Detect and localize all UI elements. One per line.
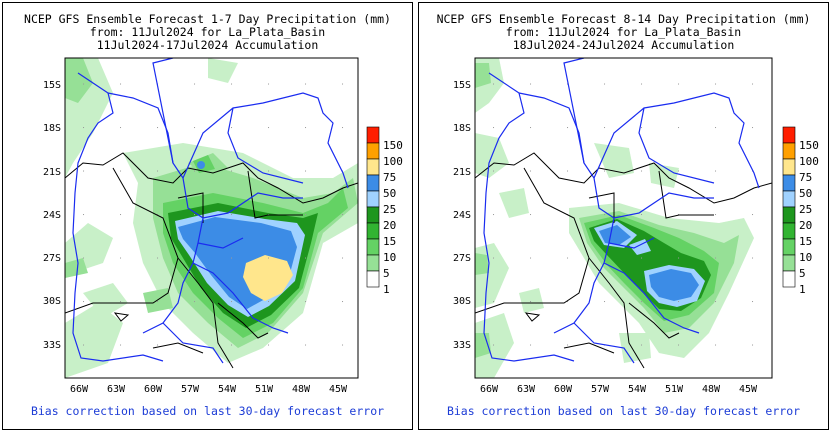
colorbar-label: 75	[799, 171, 812, 184]
country-borders	[65, 152, 358, 369]
colorbar-swatch-75	[782, 158, 796, 176]
panel-subtitle-run: from: 11Jul2024 for La_Plata_Basin	[505, 25, 742, 39]
lat-label: 18S	[43, 123, 61, 134]
lat-label: 21S	[453, 167, 471, 178]
bias-correction-note: Bias correction based on last 30-day for…	[30, 404, 385, 418]
forecast-panel-days-8-14: NCEP GFS Ensemble Forecast 8-14 Day Prec…	[418, 2, 829, 430]
lon-label: 48W	[292, 384, 311, 395]
latitude-axis: 15S 18S 21S 24S 27S 30S 33S	[453, 80, 471, 351]
rivers	[72, 58, 349, 364]
colorbar-swatch-10	[782, 238, 796, 256]
colorbar-label: 100	[383, 155, 403, 168]
lat-label: 24S	[43, 210, 61, 221]
colorbar-label: 1	[383, 283, 390, 296]
panel-title: NCEP GFS Ensemble Forecast 1-7 Day Preci…	[24, 12, 391, 26]
precipitation-map-days-1-7: 15S 18S 21S 24S 27S 30S 33S 66W 63W 60W …	[43, 57, 403, 395]
lon-label: 45W	[739, 384, 758, 395]
lat-label: 33S	[453, 340, 471, 351]
colorbar-swatch-15	[782, 222, 796, 240]
colorbar-label: 50	[383, 187, 396, 200]
lat-label: 30S	[43, 296, 61, 307]
latitude-axis: 15S 18S 21S 24S 27S 30S 33S	[43, 80, 61, 351]
colorbar-swatch-10	[366, 238, 380, 256]
colorbar-swatch-25	[782, 190, 796, 208]
lon-label: 60W	[554, 384, 573, 395]
colorbar-label: 150	[799, 139, 819, 152]
colorbar-label: 10	[799, 251, 812, 264]
colorbar-swatch-20	[782, 206, 796, 224]
lon-label: 57W	[181, 384, 200, 395]
colorbar-swatch-25	[366, 190, 380, 208]
colorbar-label: 50	[799, 187, 812, 200]
lon-label: 54W	[218, 384, 237, 395]
longitude-axis: 66W 63W 60W 57W 54W 51W 48W 45W	[70, 384, 348, 395]
colorbar-label: 25	[383, 203, 396, 216]
lon-label: 48W	[702, 384, 721, 395]
colorbar-swatch-50	[782, 174, 796, 192]
lon-label: 57W	[591, 384, 610, 395]
lon-label: 51W	[255, 384, 274, 395]
colorbar-label: 100	[799, 155, 819, 168]
lon-label: 63W	[107, 384, 126, 395]
lon-label: 60W	[144, 384, 163, 395]
colorbar-label: 5	[799, 267, 806, 280]
panel-subtitle-run: from: 11Jul2024 for La_Plata_Basin	[89, 25, 326, 39]
lat-label: 27S	[43, 253, 61, 264]
lat-label: 30S	[453, 296, 471, 307]
colorbar-label: 1	[799, 283, 806, 296]
colorbar-swatch-100	[782, 142, 796, 160]
colorbar: 150 100 75 50 25 20 15 10 5 1	[366, 126, 403, 296]
lat-label: 21S	[43, 167, 61, 178]
map-frame	[64, 57, 359, 379]
colorbar-swatch-5	[366, 254, 380, 272]
lat-label: 15S	[43, 80, 61, 91]
lat-label: 18S	[453, 123, 471, 134]
colorbar: 150 100 75 50 25 20 15 10 5 1	[782, 126, 819, 296]
colorbar-label: 150	[383, 139, 403, 152]
colorbar-swatch-150	[782, 126, 796, 144]
panel-title: NCEP GFS Ensemble Forecast 8-14 Day Prec…	[436, 12, 811, 26]
colorbar-swatch-100	[366, 142, 380, 160]
colorbar-swatch-50	[366, 174, 380, 192]
lat-label: 24S	[453, 210, 471, 221]
panel-subtitle-period: 11Jul2024-17Jul2024 Accumulation	[96, 38, 319, 52]
lat-lon-grid	[65, 58, 358, 378]
colorbar-label: 15	[383, 235, 396, 248]
colorbar-label: 75	[383, 171, 396, 184]
lon-label: 54W	[628, 384, 647, 395]
colorbar-label: 10	[383, 251, 396, 264]
longitude-axis: 66W 63W 60W 57W 54W 51W 48W 45W	[480, 384, 758, 395]
colorbar-label: 20	[799, 219, 812, 232]
precipitation-map-days-8-14: 15S 18S 21S 24S 27S 30S 33S 66W 63W 60W …	[453, 57, 819, 395]
colorbar-swatch-150	[366, 126, 380, 144]
country-borders	[475, 152, 772, 369]
lat-label: 33S	[43, 340, 61, 351]
lat-lon-grid	[475, 58, 772, 378]
lat-label: 15S	[453, 80, 471, 91]
lon-label: 66W	[480, 384, 499, 395]
colorbar-label: 20	[383, 219, 396, 232]
rivers	[483, 58, 760, 364]
lon-label: 45W	[329, 384, 348, 395]
lon-label: 51W	[665, 384, 684, 395]
map-frame	[474, 57, 773, 379]
lat-label: 27S	[453, 253, 471, 264]
colorbar-swatch-75	[366, 158, 380, 176]
colorbar-swatch-5	[782, 254, 796, 272]
colorbar-swatch-20	[366, 206, 380, 224]
colorbar-swatch-1	[782, 270, 796, 288]
colorbar-swatch-15	[366, 222, 380, 240]
colorbar-swatch-1	[366, 270, 380, 288]
forecast-panel-days-1-7: NCEP GFS Ensemble Forecast 1-7 Day Preci…	[2, 2, 413, 430]
lon-label: 66W	[70, 384, 89, 395]
bias-correction-note: Bias correction based on last 30-day for…	[446, 404, 801, 418]
colorbar-label: 5	[383, 267, 390, 280]
colorbar-label: 25	[799, 203, 812, 216]
colorbar-label: 15	[799, 235, 812, 248]
panel-subtitle-period: 18Jul2024-24Jul2024 Accumulation	[512, 38, 735, 52]
lon-label: 63W	[517, 384, 536, 395]
